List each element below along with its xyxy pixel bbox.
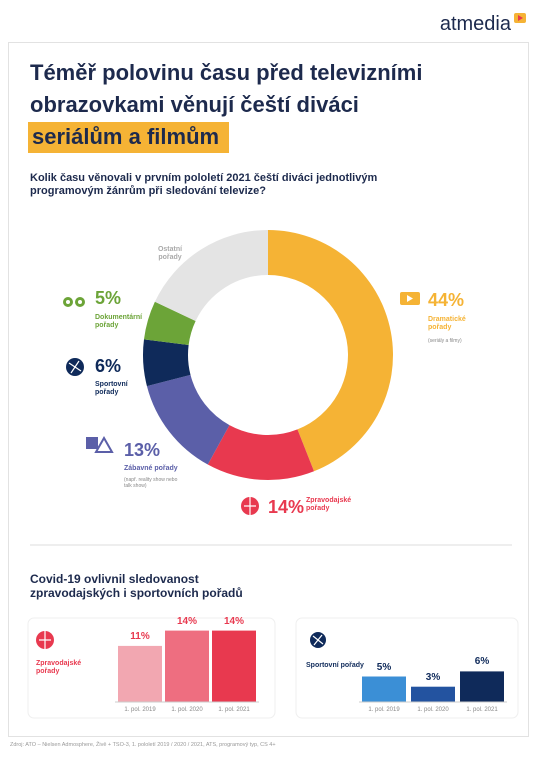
icon-globe — [36, 631, 54, 649]
value-label: 3% — [425, 671, 441, 683]
title-line: obrazovkami věnují čeští diváci — [30, 92, 359, 117]
bar — [460, 671, 504, 702]
value-label: 14% — [176, 615, 197, 627]
value-label: 11% — [130, 630, 150, 642]
x-tick-label: 1. pol. 2021 — [218, 707, 250, 713]
value-label: 14% — [223, 615, 244, 627]
note: (seriály a filmy) — [428, 338, 462, 344]
x-tick-label: 1. pol. 2019 — [124, 707, 156, 713]
title-highlight: seriálům a filmům — [28, 122, 230, 154]
chart-label: Zpravodajské pořady — [36, 660, 82, 676]
value-label: 5% — [376, 661, 392, 673]
donut-slice — [154, 230, 268, 321]
icon-ball — [66, 358, 84, 376]
bar — [165, 630, 209, 702]
category-label: Zpravodajské pořady — [306, 497, 352, 513]
value-label: 13% — [124, 440, 161, 460]
donut-slice — [142, 339, 191, 387]
section-title: Covid-19 ovlivnil sledovanost zpravodajs… — [30, 572, 243, 601]
source: Zdroj: ATO – Nielsen Admosphere, Živě + … — [10, 742, 276, 748]
chart-subtitle: Kolik času věnovali v prvním pololetí 20… — [30, 172, 378, 198]
donut-slice — [268, 230, 394, 472]
icon-binoculars — [63, 297, 85, 307]
x-tick-label: 1. pol. 2021 — [466, 707, 498, 713]
bar — [118, 645, 162, 702]
icon-question — [86, 435, 114, 453]
panel — [295, 617, 519, 719]
donut-slice — [143, 301, 196, 345]
donut-slice — [207, 425, 315, 480]
logo-icon — [514, 13, 526, 23]
x-tick-label: 1. pol. 2020 — [417, 707, 449, 713]
icon-ball — [310, 632, 326, 648]
icon-globe — [241, 497, 259, 515]
bar — [212, 630, 256, 702]
value-label: 6% — [95, 356, 122, 376]
title-line: Téměř polovinu času před televizními — [30, 60, 423, 85]
brand: atmedia — [439, 13, 511, 35]
category-label: Dokumentární pořady — [95, 314, 143, 330]
icon-tv — [400, 292, 420, 305]
category-label: Sportovní pořady — [95, 381, 128, 397]
category-label: Zábavné pořady — [124, 465, 178, 472]
bar — [411, 686, 455, 702]
value-label: 6% — [474, 656, 490, 668]
x-tick-label: 1. pol. 2020 — [171, 707, 203, 713]
donut-slice — [146, 374, 230, 465]
category-label: Ostatní pořady — [157, 246, 183, 262]
note: (např. reality show nebo talk show) — [124, 477, 178, 489]
chart-label: Sportovní pořady — [306, 662, 364, 669]
category-label: Dramatické pořady — [428, 316, 466, 332]
x-tick-label: 1. pol. 2019 — [368, 707, 400, 713]
panel — [27, 617, 276, 719]
value-label: 5% — [95, 288, 122, 308]
value-label: 14% — [268, 497, 305, 517]
bar — [362, 676, 406, 702]
card-frame — [8, 42, 529, 737]
value-label: 44% — [428, 290, 465, 310]
